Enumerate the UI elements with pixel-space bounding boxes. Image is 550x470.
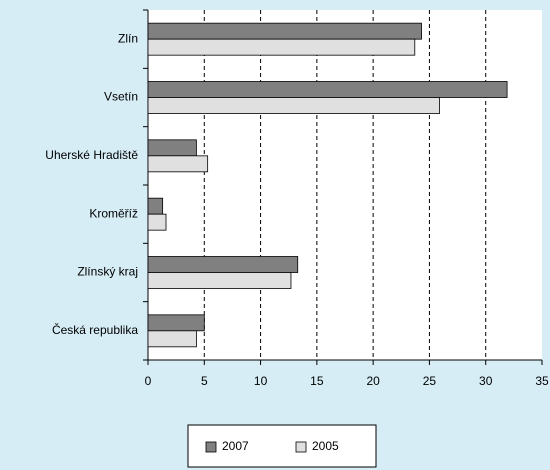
bar bbox=[147, 81, 508, 98]
x-tick-label: 25 bbox=[423, 374, 437, 388]
y-tick-label: Kroměříž bbox=[89, 206, 138, 220]
bar bbox=[147, 38, 416, 56]
bar bbox=[147, 22, 422, 40]
bar bbox=[147, 155, 209, 173]
x-tick-label: 20 bbox=[366, 374, 380, 388]
bar bbox=[147, 272, 292, 289]
x-tick-label: 5 bbox=[201, 374, 208, 388]
y-tick-label: Česká republika bbox=[52, 322, 138, 337]
plot-area bbox=[148, 10, 542, 360]
bar bbox=[147, 314, 205, 332]
bar bbox=[147, 197, 164, 215]
legend-label: 2005 bbox=[312, 439, 339, 453]
x-tick-label: 15 bbox=[310, 374, 324, 388]
legend-swatch bbox=[205, 441, 217, 453]
bar bbox=[147, 139, 197, 157]
legend-swatch bbox=[295, 441, 307, 453]
y-tick-label: Zlín bbox=[118, 31, 138, 45]
bar bbox=[147, 330, 197, 348]
legend-box bbox=[187, 424, 377, 468]
bar bbox=[147, 213, 167, 231]
legend-label: 2007 bbox=[222, 439, 249, 453]
y-tick-label: Zlínský kraj bbox=[77, 265, 138, 279]
y-tick-label: Uherské Hradiště bbox=[45, 148, 138, 162]
bar bbox=[147, 256, 299, 273]
x-tick-label: 10 bbox=[254, 374, 268, 388]
y-tick-label: Vsetín bbox=[104, 90, 138, 104]
x-tick-label: 30 bbox=[479, 374, 493, 388]
bar bbox=[147, 97, 440, 114]
x-tick-label: 0 bbox=[145, 374, 152, 388]
x-tick-label: 35 bbox=[535, 374, 549, 388]
